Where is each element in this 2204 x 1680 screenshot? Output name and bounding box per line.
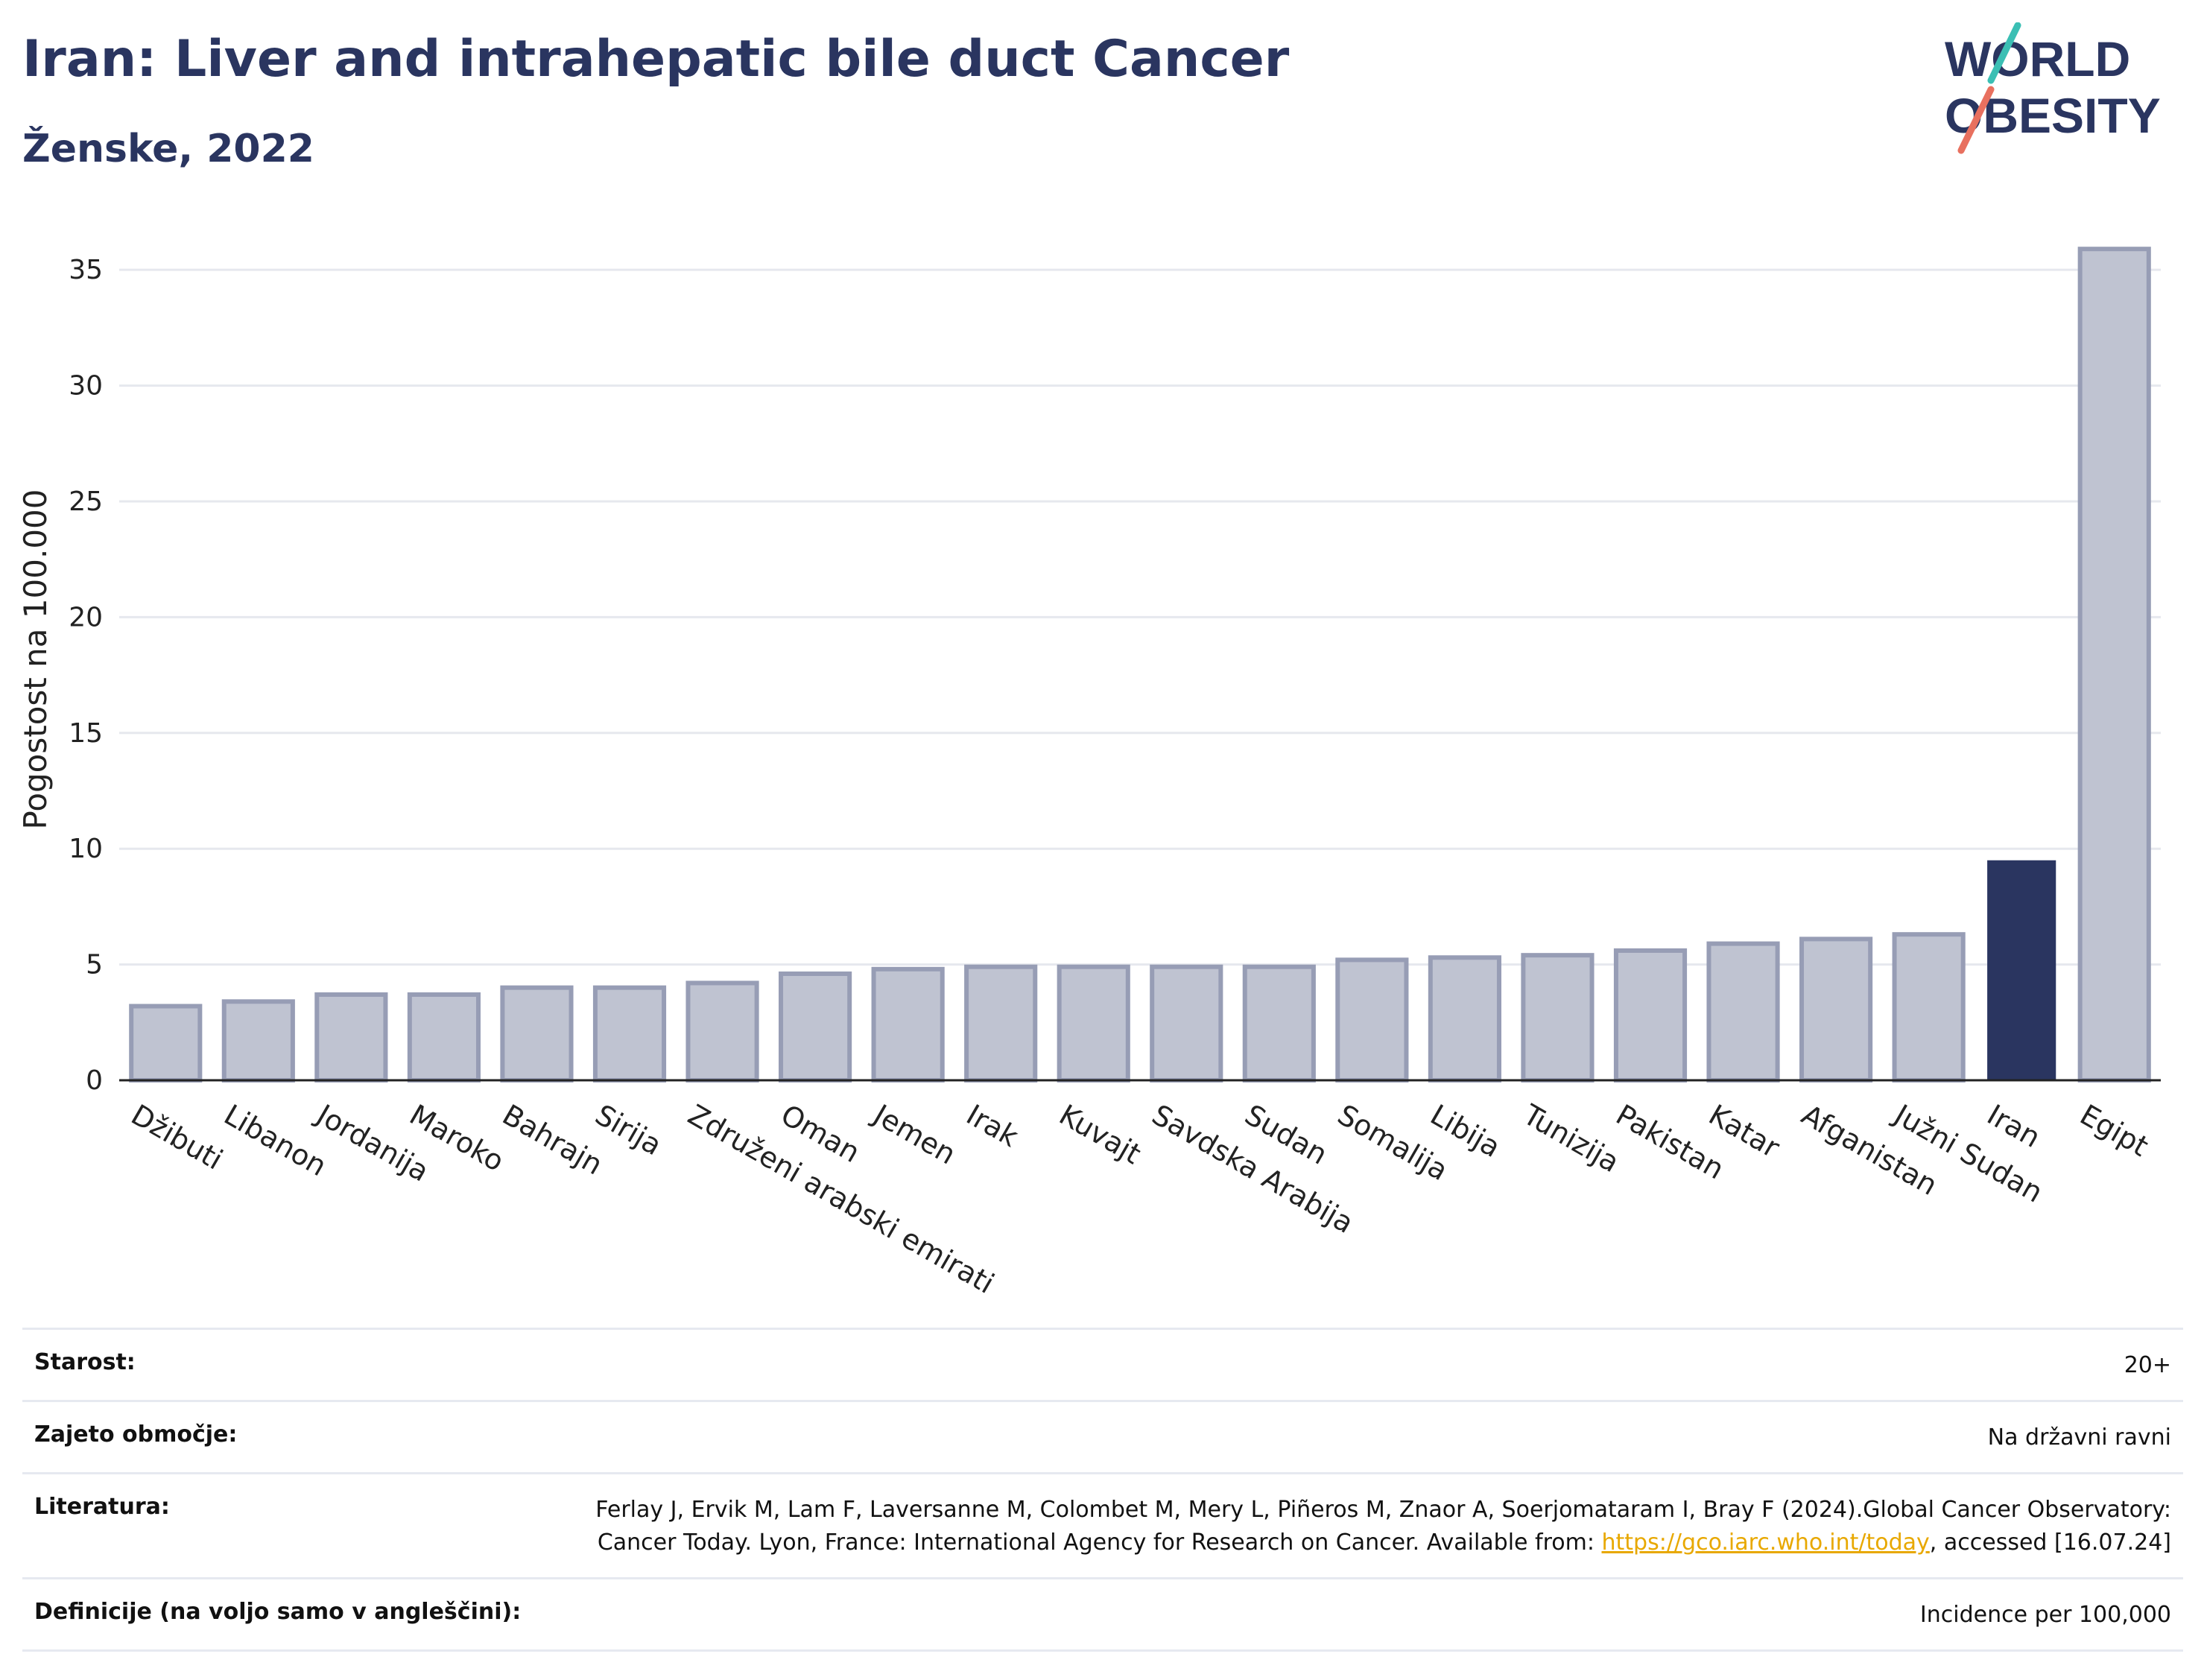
bar-chart: Pogostost na 100.000 0 5 10 15 20 25 30 35 Džibu… xyxy=(17,247,2161,1300)
bar-maroko[interactable] xyxy=(407,992,481,1083)
bar-somalija[interactable] xyxy=(1335,957,1409,1083)
bar-savdska-arabija[interactable] xyxy=(1150,964,1223,1083)
info-label-literature: Literatura: xyxy=(34,1494,170,1520)
x-tick-label: Džibuti xyxy=(126,1098,229,1176)
info-row-definitions: Definicije (na voljo samo v angleščini):… xyxy=(22,1577,2183,1652)
bar-jemen[interactable] xyxy=(871,966,945,1083)
y-tick-label: 20 xyxy=(69,602,103,633)
tick-labels: 05101520253035DžibutiLibanonJordanijaMar… xyxy=(69,255,2154,1300)
info-label-coverage: Zajeto območje: xyxy=(34,1421,238,1448)
x-tick-label: Iran xyxy=(1982,1098,2046,1154)
x-tick-label: Tunizija xyxy=(1517,1097,1625,1179)
y-tick-label: 35 xyxy=(69,255,103,285)
x-tick-label: Kuvajt xyxy=(1054,1098,1146,1170)
bar-irak[interactable] xyxy=(964,964,1038,1083)
x-tick-label: Libanon xyxy=(218,1098,332,1182)
info-label-age: Starost: xyxy=(34,1349,136,1375)
bar-katar[interactable] xyxy=(1706,941,1780,1083)
bar-libija[interactable] xyxy=(1428,955,1501,1083)
bar-bahrajn[interactable] xyxy=(500,985,574,1083)
info-row-age: Starost: 20+ xyxy=(22,1328,2183,1400)
logo-stroke-teal xyxy=(1987,22,2021,84)
bar-džibuti[interactable] xyxy=(129,1004,203,1083)
world-obesity-logo: WORLD OBESITY xyxy=(1945,22,2161,154)
x-tick-label: Bahrajn xyxy=(497,1098,608,1182)
bar-sirija[interactable] xyxy=(592,985,667,1083)
y-tick-label: 10 xyxy=(69,834,103,864)
bar-afganistan[interactable] xyxy=(1799,936,1873,1083)
chart-title: Iran: Liver and intrahepatic bile duct C… xyxy=(22,30,1290,89)
logo-line1: WORLD xyxy=(1945,31,2130,86)
info-value-definitions: Incidence per 100,000 xyxy=(1919,1602,2171,1628)
info-table: Starost: 20+ Zajeto območje: Na državni … xyxy=(22,1328,2183,1652)
bar-tunizija[interactable] xyxy=(1521,953,1595,1083)
logo-stroke-coral xyxy=(1957,86,1995,154)
bar-egipt[interactable] xyxy=(2077,247,2151,1083)
x-tick-label: Egipt xyxy=(2074,1098,2154,1163)
grid-lines xyxy=(119,268,2161,966)
bar-pakistan[interactable] xyxy=(1613,948,1688,1083)
y-axis-title: Pogostost na 100.000 xyxy=(17,489,54,829)
literature-link[interactable]: https://gco.iarc.who.int/today xyxy=(1601,1530,1930,1556)
info-row-literature: Literatura: Ferlay J, Ervik M, Lam F, La… xyxy=(22,1472,2183,1577)
bar-iran[interactable] xyxy=(1987,860,2056,1080)
info-value-coverage: Na državni ravni xyxy=(1987,1424,2171,1451)
y-tick-label: 15 xyxy=(69,718,103,749)
bar-oman[interactable] xyxy=(779,971,852,1083)
x-tick-label: Irak xyxy=(961,1098,1024,1153)
bar-sudan[interactable] xyxy=(1242,964,1316,1083)
bars xyxy=(129,247,2151,1083)
bar-kuvajt[interactable] xyxy=(1057,964,1130,1083)
bar-jordanija[interactable] xyxy=(314,992,388,1083)
y-tick-label: 25 xyxy=(69,486,103,517)
bar-libanon[interactable] xyxy=(221,999,295,1083)
y-tick-label: 30 xyxy=(69,371,103,402)
x-tick-label: Jemen xyxy=(867,1097,961,1171)
axes: Pogostost na 100.000 xyxy=(17,489,2161,1082)
literature-accessed: , accessed [16.07.24] xyxy=(1929,1530,2171,1556)
literature-text: Ferlay J, Ervik M, Lam F, Laversanne M, … xyxy=(595,1497,2171,1556)
bar-združeni-arabski-emirati[interactable] xyxy=(685,980,759,1083)
y-tick-label: 0 xyxy=(86,1065,103,1096)
info-value-age: 20+ xyxy=(2124,1352,2171,1378)
info-value-literature: Ferlay J, Ervik M, Lam F, Laversanne M, … xyxy=(532,1494,2171,1559)
y-tick-label: 5 xyxy=(86,950,103,980)
info-row-coverage: Zajeto območje: Na državni ravni xyxy=(22,1400,2183,1472)
bar-južni-sudan[interactable] xyxy=(1892,932,1966,1083)
chart-subtitle: Ženske, 2022 xyxy=(22,127,314,171)
info-label-definitions: Definicije (na voljo samo v angleščini): xyxy=(34,1599,522,1625)
